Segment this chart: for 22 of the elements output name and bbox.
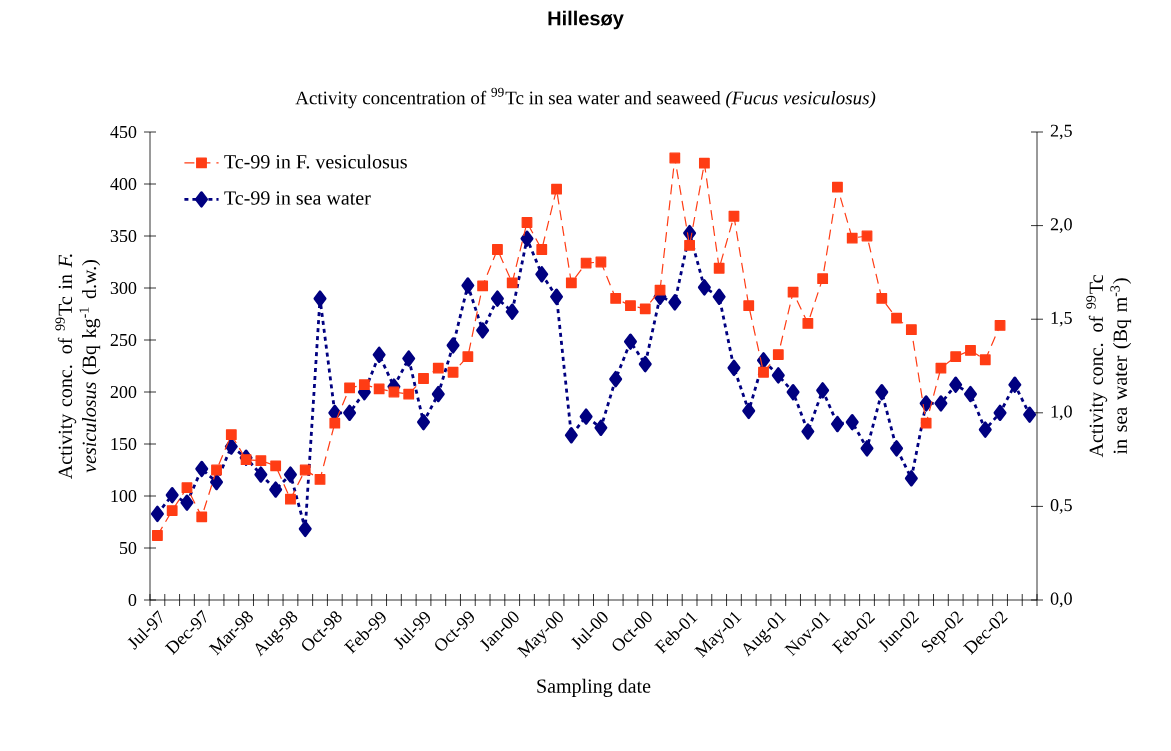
y-tick-label: 350 [110,229,137,243]
legend-label: Tc-99 in sea water [224,191,371,205]
y-tick-label: 450 [110,125,137,139]
y2-tick-label: 2,5 [1050,124,1072,140]
chart-subtitle: Activity concentration of $^{99}$Tc in sea water and seaweed (Fucus vesiculosus) [295,87,876,109]
y2-tick-label: 2,0 [1050,218,1072,233]
y-tick-label: 200 [110,385,137,399]
y-tick-label: 100 [111,489,137,503]
y-tick-label: 300 [110,281,137,295]
x-axis-title: Sampling date [537,678,651,697]
y-tick-label: 250 [110,333,137,347]
y-tick-label: 150 [111,437,137,451]
y2-tick-label: 0,5 [1050,499,1072,514]
y-tick-label: 0 [128,593,137,607]
y2-axis-title: Activity conc. of $^{99}$Tc in sea water (Bq m$^{-3}$) [1086,275,1132,458]
y-tick-label: 400 [110,177,137,191]
y2-tick-label: 0,0 [1050,592,1072,608]
y2-tick-label: 1,0 [1051,405,1072,421]
y-tick-label: 50 [119,541,137,555]
chart-title: Hillesøy [548,10,624,30]
legend-label: Tc-99 in F. vesiculosus [224,154,407,169]
y2-tick-label: 1,5 [1051,311,1072,327]
